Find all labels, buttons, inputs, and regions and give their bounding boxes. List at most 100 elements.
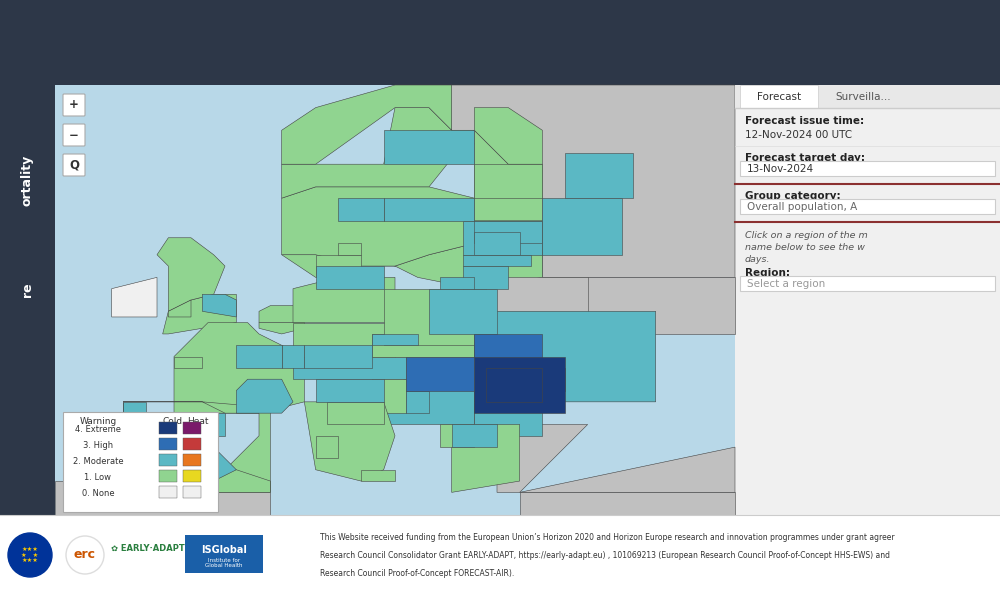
Bar: [183, 486, 201, 498]
Text: ISGlobal: ISGlobal: [201, 545, 247, 555]
Polygon shape: [542, 277, 735, 334]
Text: Warning: Warning: [79, 418, 117, 427]
Polygon shape: [440, 424, 474, 447]
Polygon shape: [474, 130, 542, 221]
Polygon shape: [372, 379, 406, 413]
Bar: [735, 85, 1000, 108]
Bar: [0, 85, 55, 515]
Polygon shape: [174, 323, 304, 413]
Text: ✿ EARLY·ADAPT: ✿ EARLY·ADAPT: [111, 544, 185, 553]
Text: Heat: Heat: [187, 418, 209, 427]
Polygon shape: [236, 345, 282, 368]
Polygon shape: [316, 379, 384, 402]
Bar: [63, 412, 218, 512]
Bar: [740, 161, 995, 176]
Bar: [183, 422, 201, 434]
Bar: [735, 85, 1000, 515]
Text: Cold: Cold: [163, 418, 183, 427]
Text: name below to see the w: name below to see the w: [745, 242, 865, 251]
Polygon shape: [112, 277, 157, 317]
Polygon shape: [117, 424, 146, 481]
Polygon shape: [452, 85, 735, 277]
Polygon shape: [123, 402, 146, 481]
Polygon shape: [474, 221, 542, 255]
Polygon shape: [520, 493, 735, 515]
Bar: [0, 0, 1000, 85]
Polygon shape: [214, 470, 270, 493]
FancyBboxPatch shape: [63, 124, 85, 146]
Polygon shape: [463, 255, 531, 266]
Polygon shape: [327, 402, 384, 424]
Polygon shape: [338, 198, 384, 221]
Polygon shape: [463, 266, 508, 289]
Polygon shape: [157, 238, 225, 311]
Polygon shape: [474, 107, 542, 164]
Polygon shape: [282, 232, 542, 289]
Bar: [185, 535, 263, 573]
Text: days.: days.: [745, 254, 770, 263]
Polygon shape: [293, 356, 406, 379]
Polygon shape: [474, 221, 542, 244]
Text: 3. High: 3. High: [83, 440, 113, 449]
Circle shape: [66, 536, 104, 574]
Polygon shape: [406, 356, 474, 391]
Bar: [159, 438, 177, 450]
Polygon shape: [486, 277, 588, 323]
Polygon shape: [236, 379, 293, 413]
Text: ortality: ortality: [20, 154, 34, 206]
Polygon shape: [497, 424, 588, 493]
Polygon shape: [474, 356, 565, 413]
Polygon shape: [259, 305, 304, 323]
Polygon shape: [168, 300, 191, 317]
Bar: [183, 470, 201, 482]
Text: 4. Extreme: 4. Extreme: [75, 425, 121, 433]
FancyBboxPatch shape: [63, 94, 85, 116]
Bar: [740, 276, 995, 291]
Polygon shape: [520, 447, 735, 493]
Polygon shape: [361, 470, 395, 481]
Bar: [159, 454, 177, 466]
Text: 2. Moderate: 2. Moderate: [73, 457, 123, 466]
Polygon shape: [282, 187, 497, 266]
Text: Forecast issue time:: Forecast issue time:: [745, 116, 864, 126]
Polygon shape: [372, 334, 474, 356]
Bar: [740, 199, 995, 214]
Polygon shape: [474, 334, 542, 379]
Text: Overall population, A: Overall population, A: [747, 202, 857, 212]
Polygon shape: [123, 402, 146, 424]
Polygon shape: [117, 481, 146, 487]
Polygon shape: [316, 266, 384, 289]
Polygon shape: [282, 85, 452, 164]
Polygon shape: [372, 379, 474, 424]
Text: Surveilla...: Surveilla...: [835, 92, 891, 102]
Polygon shape: [565, 153, 633, 198]
Polygon shape: [474, 402, 542, 436]
Text: re: re: [20, 283, 34, 298]
Text: Research Council Proof-of-Concept FORECAST-AIR).: Research Council Proof-of-Concept FORECA…: [320, 569, 514, 577]
Polygon shape: [180, 436, 236, 481]
Bar: [159, 422, 177, 434]
Text: +: +: [69, 98, 79, 112]
Text: Forecast target day:: Forecast target day:: [745, 153, 865, 163]
Polygon shape: [123, 402, 270, 493]
Bar: [183, 438, 201, 450]
Polygon shape: [429, 289, 497, 334]
Text: 13-Nov-2024: 13-Nov-2024: [747, 164, 814, 174]
Text: erc: erc: [74, 548, 96, 562]
Text: Region:: Region:: [745, 268, 790, 278]
Polygon shape: [486, 368, 542, 402]
Polygon shape: [259, 323, 304, 334]
Text: 12-Nov-2024 00 UTC: 12-Nov-2024 00 UTC: [745, 130, 852, 140]
Polygon shape: [384, 198, 474, 221]
Polygon shape: [282, 107, 474, 198]
Text: Q: Q: [69, 158, 79, 172]
Text: 0. None: 0. None: [82, 488, 114, 497]
Polygon shape: [452, 424, 497, 447]
Polygon shape: [372, 334, 418, 345]
Polygon shape: [55, 481, 270, 515]
Text: ★★★
★   ★
★★★: ★★★ ★ ★ ★★★: [21, 547, 39, 563]
Polygon shape: [338, 244, 361, 255]
Text: Group category:: Group category:: [745, 191, 841, 201]
Text: 1. Low: 1. Low: [84, 473, 112, 481]
Polygon shape: [542, 368, 565, 391]
